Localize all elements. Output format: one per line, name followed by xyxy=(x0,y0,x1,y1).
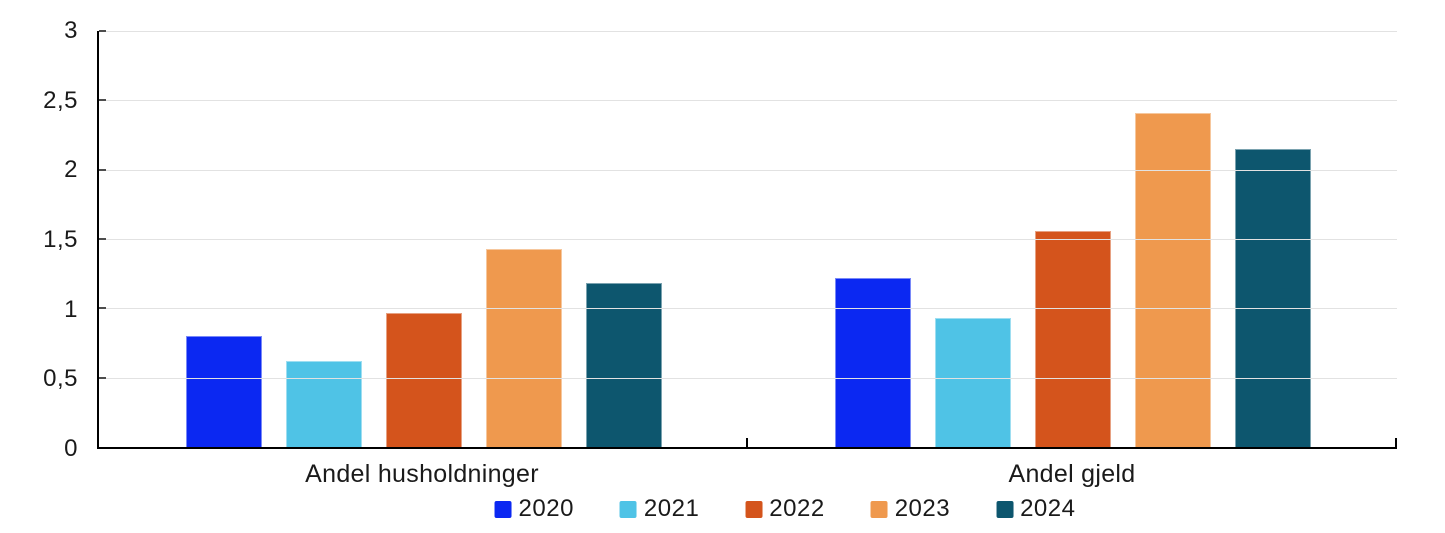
plot-area xyxy=(97,30,1397,449)
gridline-y-1 xyxy=(99,308,1397,310)
y-axis-tick xyxy=(99,99,106,102)
y-axis-tick-label: 1,5 xyxy=(43,226,78,253)
legend-item-2024[interactable]: 2024 xyxy=(996,495,1075,523)
legend-swatch-2022 xyxy=(745,500,763,518)
bar-2022-gjeld xyxy=(1034,230,1111,447)
y-axis-tick xyxy=(99,238,106,240)
x-axis-category-labels: Andel husholdninger Andel gjeld xyxy=(97,460,1397,489)
gridline-y-0,5 xyxy=(99,377,1397,379)
y-axis-tick-label: 1 xyxy=(64,295,78,323)
bar-2020-husholdninger xyxy=(185,336,262,447)
legend: 2020 2021 2022 2023 2024 xyxy=(494,495,1076,523)
bar-group-andel-husholdninger xyxy=(99,31,748,447)
gridline-y-2,5 xyxy=(99,100,1397,102)
legend-swatch-2023 xyxy=(870,500,888,518)
legend-label-2022: 2022 xyxy=(769,495,825,522)
y-axis-labels: 0 0,5 1 1,5 2 2,5 3 xyxy=(0,19,78,461)
y-axis-tick xyxy=(99,168,106,171)
legend-item-2022[interactable]: 2022 xyxy=(745,495,824,523)
legend-label-2023: 2023 xyxy=(894,495,951,522)
legend-label-2021: 2021 xyxy=(643,495,700,522)
bar-2024-husholdninger xyxy=(585,283,662,447)
legend-swatch-2021 xyxy=(619,500,637,518)
y-axis-tick-label: 0 xyxy=(64,435,78,462)
legend-label-2020: 2020 xyxy=(518,495,574,522)
y-axis-tick xyxy=(99,307,106,310)
legend-item-2020[interactable]: 2020 xyxy=(494,495,574,523)
category-label-andel-gjeld: Andel gjeld xyxy=(1008,460,1136,488)
y-axis-tick-label: 2 xyxy=(64,156,78,184)
legend-swatch-2020 xyxy=(494,500,512,518)
bar-2021-gjeld xyxy=(934,318,1011,447)
x-axis-end-tick xyxy=(1395,438,1397,447)
legend-label-2024: 2024 xyxy=(1020,495,1076,522)
gridline-y-2 xyxy=(99,169,1397,171)
y-axis-tick-label: 2,5 xyxy=(43,86,78,114)
gridline-y-1,5 xyxy=(99,239,1397,240)
legend-item-2023[interactable]: 2023 xyxy=(870,495,951,523)
bar-2020-gjeld xyxy=(834,277,911,447)
gridline-y-3 xyxy=(99,31,1397,32)
y-axis-tick xyxy=(99,376,106,379)
bar-2024-gjeld xyxy=(1234,148,1311,447)
x-axis-separator-tick xyxy=(746,438,748,447)
bar-2023-gjeld xyxy=(1134,112,1211,447)
category-label-andel-husholdninger: Andel husholdninger xyxy=(305,460,539,488)
bar-2021-husholdninger xyxy=(285,361,362,447)
legend-item-2021[interactable]: 2021 xyxy=(619,495,700,523)
bar-2023-husholdninger xyxy=(485,248,562,447)
legend-swatch-2024 xyxy=(996,500,1014,518)
bar-2022-husholdninger xyxy=(385,312,462,447)
y-axis-tick-label: 0,5 xyxy=(43,365,78,393)
bar-group-andel-gjeld xyxy=(748,31,1397,447)
y-axis-tick-label: 3 xyxy=(64,17,78,44)
y-axis-tick xyxy=(99,30,106,32)
